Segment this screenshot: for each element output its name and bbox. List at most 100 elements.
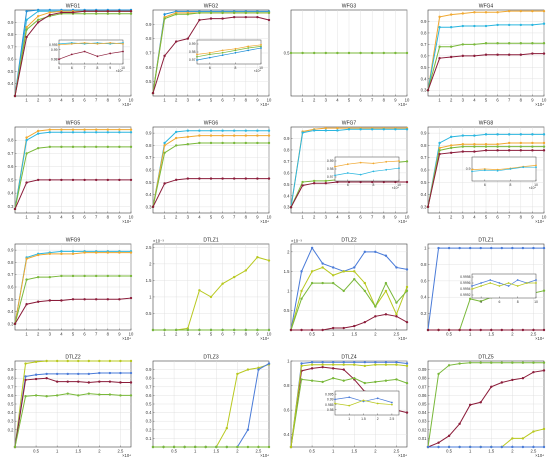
y-tick-label: 0.4 — [8, 191, 14, 196]
data-point — [321, 262, 324, 265]
data-point — [198, 134, 201, 137]
x-tick-label: 3 — [187, 332, 190, 337]
data-point — [34, 360, 38, 364]
data-point — [95, 145, 98, 149]
data-point — [118, 251, 121, 254]
x-tick-label: 1 — [469, 449, 472, 454]
data-point — [25, 10, 28, 13]
data-point — [48, 128, 51, 131]
data-point — [531, 141, 534, 145]
x-tick-label: 1 — [25, 98, 28, 103]
inset-x-tick-label: 1.5 — [361, 417, 366, 421]
inset-data-point — [372, 170, 375, 173]
x-tick-label: 0.5 — [309, 332, 315, 337]
x-tick-label: 9 — [256, 215, 259, 220]
inset-data-point — [385, 160, 388, 163]
data-point — [461, 145, 464, 148]
data-point — [267, 362, 271, 365]
data-point — [438, 56, 441, 60]
inset-data-point — [247, 45, 250, 48]
y-tick-label: 0.5 — [8, 401, 14, 406]
y-tick-label: 0.7 — [421, 155, 427, 160]
x-exponent: ×10⁴ — [535, 453, 544, 458]
data-point — [77, 359, 80, 363]
y-tick-label: 0.8 — [8, 138, 14, 143]
y-tick-label: 0.5 — [146, 311, 152, 316]
inset-y-tick-label: 0.99 — [327, 398, 334, 402]
data-point — [87, 392, 91, 395]
inset-data-point — [535, 279, 537, 281]
x-tick-label: 1.5 — [75, 449, 81, 454]
data-point — [479, 445, 482, 449]
data-point — [336, 126, 339, 130]
data-point — [221, 282, 224, 285]
x-tick-label: 1.5 — [213, 449, 219, 454]
data-point — [37, 18, 40, 22]
x-tick-label: 9 — [394, 215, 397, 220]
data-point — [405, 320, 409, 324]
data-point — [438, 149, 441, 152]
x-tick-label: 5 — [210, 98, 213, 103]
data-point — [405, 180, 409, 184]
chart-title: WFG8 — [479, 121, 494, 127]
data-point — [60, 299, 63, 302]
data-point — [267, 328, 271, 332]
data-point — [353, 363, 356, 366]
data-point — [500, 381, 504, 384]
inset-data-point — [525, 282, 528, 284]
data-point — [198, 177, 201, 180]
data-point — [382, 180, 385, 184]
data-point — [37, 21, 40, 24]
inset-data-point — [196, 59, 198, 61]
x-tick-label: 1 — [163, 98, 166, 103]
x-tick-label: 4 — [336, 98, 339, 103]
inset-data-point — [480, 282, 483, 284]
x-tick-label: 4 — [336, 215, 339, 220]
x-exponent: ×10⁴ — [398, 453, 407, 458]
data-point — [246, 428, 250, 431]
x-tick-label: 2 — [37, 332, 40, 337]
x-tick-label: 2 — [313, 98, 316, 103]
x-exponent: ×10⁴ — [122, 336, 131, 341]
data-point — [484, 42, 488, 45]
data-point — [542, 369, 546, 372]
chart-panel-7: WFG7 1 2 3 4 5 6 7 8 9 10 0.3 0.4 0.5 0.6 0.7 0.8 0.9 ×10⁴… — [284, 121, 410, 225]
x-tick-label: 8 — [245, 332, 248, 337]
data-point — [331, 363, 335, 366]
x-tick-label: 6 — [496, 215, 499, 220]
chart-title: WFG5 — [66, 121, 81, 127]
inset-data-point — [471, 285, 473, 287]
inset-y-tick-label: 0.97 — [327, 175, 334, 179]
data-point — [395, 378, 398, 381]
data-point — [405, 411, 409, 414]
chart-panel-8: WFG8 1 2 3 4 5 6 7 8 9 10 0.3 0.4 0.5 0.6 0.7 0.8 0.9 ×10⁴… — [421, 121, 547, 225]
chart-panel-1: WFG1 1 2 3 4 5 6 7 8 9 10 0.4 0.5 0.6 0.7 0.8 0.9 ×10⁴ 5 6 7… — [8, 4, 134, 108]
inset-data-point — [471, 288, 473, 290]
y-tick-label: 0.9 — [421, 19, 427, 24]
inset-x-tick-label: 5 — [58, 66, 60, 70]
y-tick-label: 0.8 — [146, 143, 152, 148]
data-point — [25, 35, 28, 39]
y-tick-label: 0.2 — [146, 427, 152, 432]
data-point — [438, 141, 441, 145]
x-tick-label: 2.5 — [531, 332, 537, 337]
y-tick-label: 0.3 — [284, 205, 290, 210]
y-tick-label: 0.03 — [418, 419, 427, 424]
y-tick-label: 2 — [287, 249, 290, 254]
data-point — [342, 270, 345, 273]
inset-y-tick-label: 0.9 — [466, 167, 471, 171]
data-point — [13, 207, 17, 211]
x-tick-label: 6 — [83, 332, 86, 337]
data-point — [542, 22, 546, 25]
x-tick-label: 2 — [313, 215, 316, 220]
x-tick-label: 2 — [374, 449, 377, 454]
data-point — [48, 13, 51, 17]
data-point — [83, 10, 86, 13]
data-point — [519, 9, 522, 13]
chart-title: WFG4 — [479, 4, 494, 10]
data-point — [405, 362, 409, 365]
x-tick-label: 1 — [438, 215, 441, 220]
data-point — [490, 445, 493, 449]
x-tick-label: 1.5 — [351, 332, 357, 337]
